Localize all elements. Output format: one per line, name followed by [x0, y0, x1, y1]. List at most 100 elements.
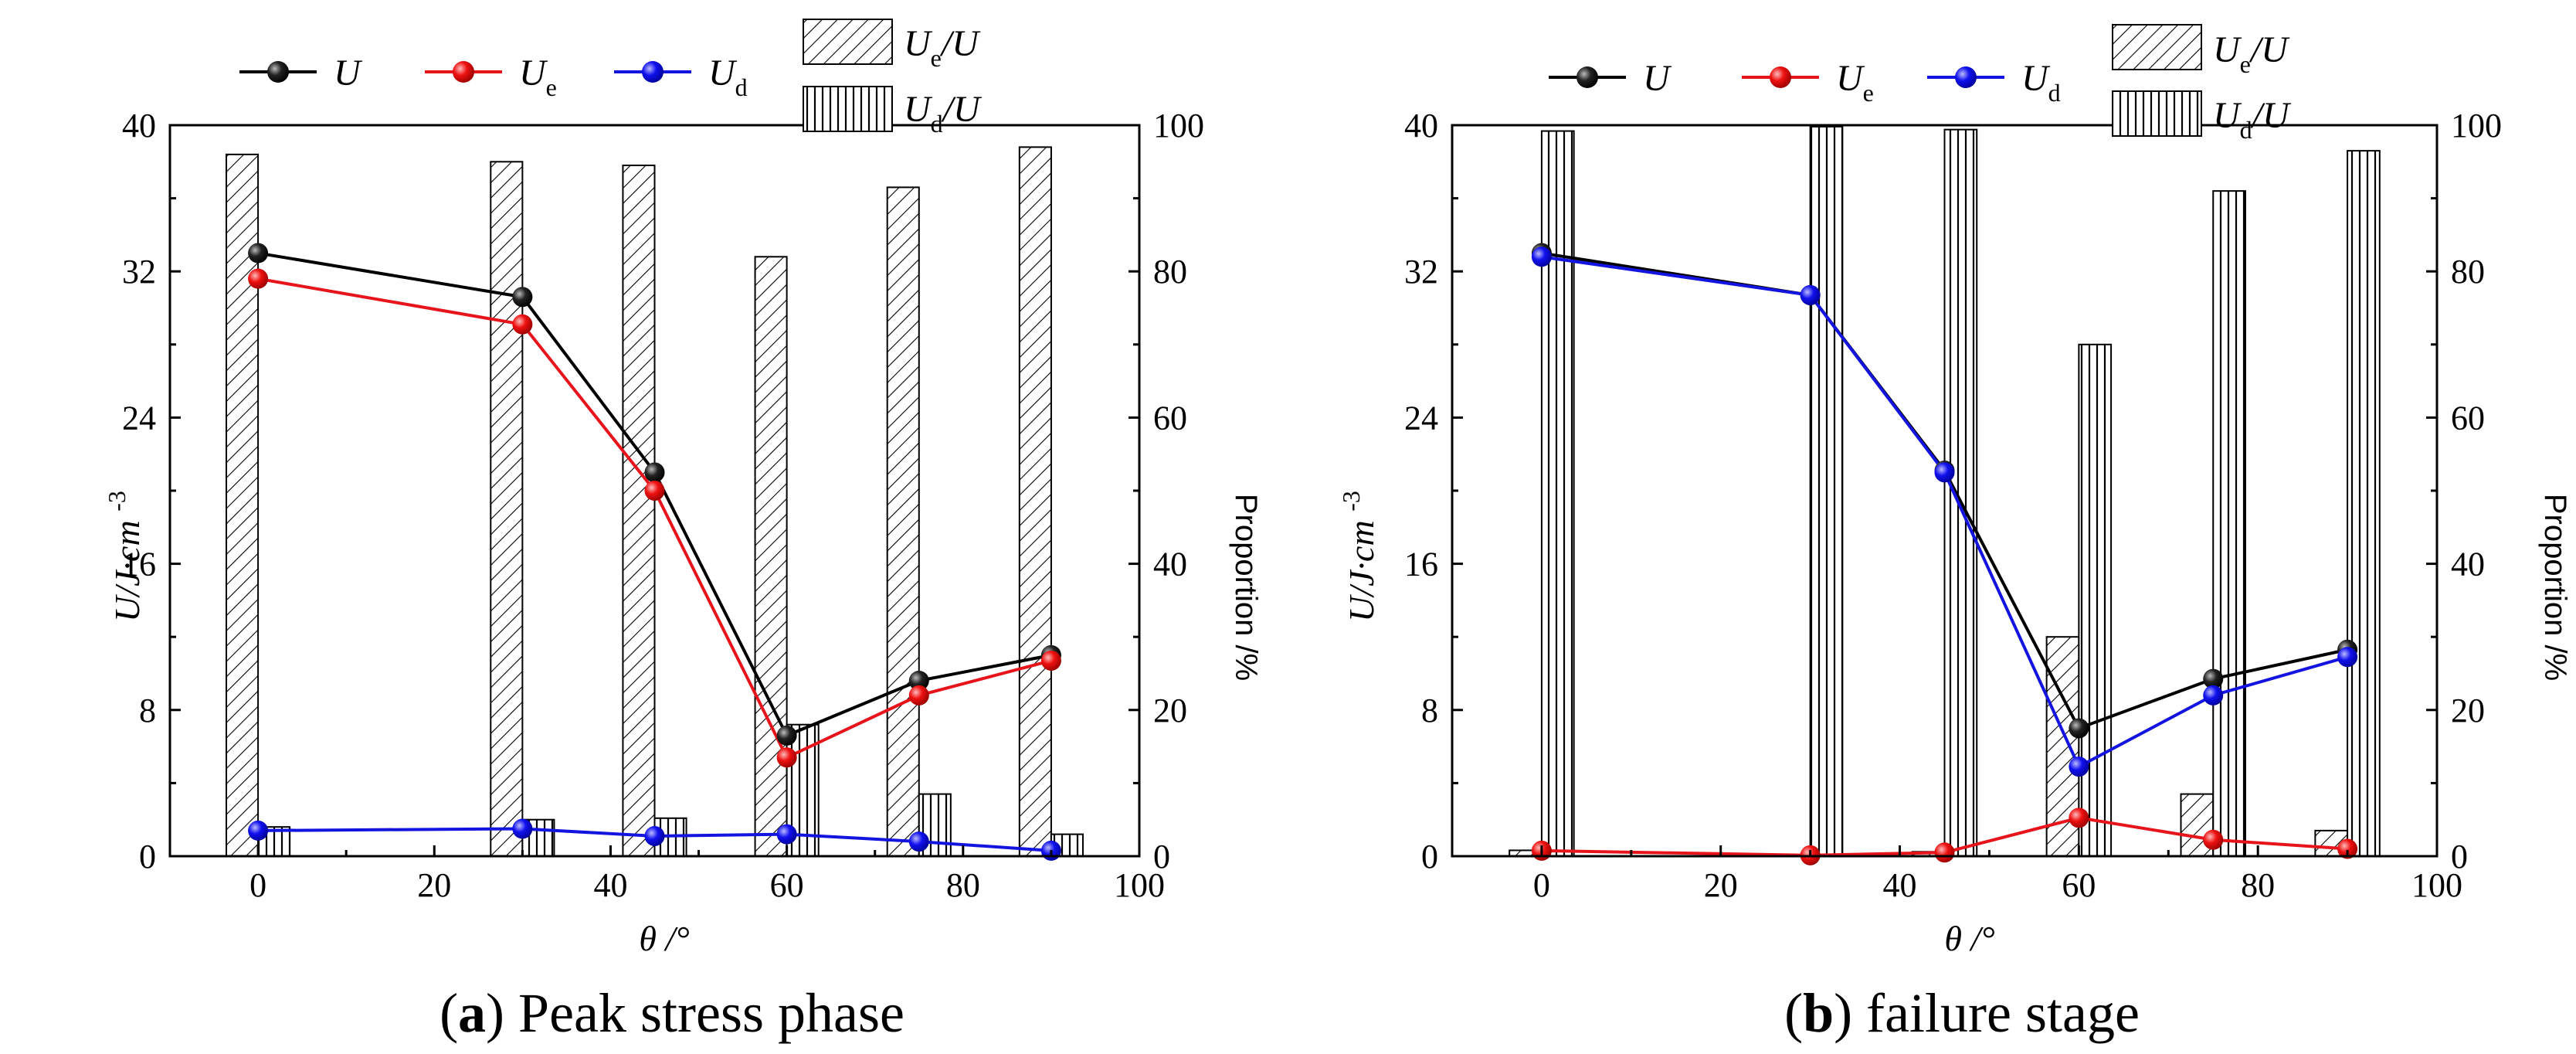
panel-b-ytick-right-label: 20 — [2451, 692, 2485, 729]
panel-b-ylabel-right: Proportion /% — [2538, 494, 2572, 681]
panel-b-bar-UdU-60 — [2078, 343, 2113, 857]
legend-marker-Ud — [642, 61, 664, 83]
panel-b-lines — [1531, 243, 2358, 865]
panel-a-caption: (a) Peak stress phase — [440, 982, 904, 1044]
panel-a-ytick-right-label: 40 — [1153, 546, 1187, 583]
panel-a-ytick-left-label: 0 — [139, 838, 156, 876]
panel-a-ytick-right-label: 80 — [1153, 253, 1187, 291]
legend-label-Ud: Ud — [708, 53, 748, 101]
panel-b-point-Ue-75 — [2203, 829, 2224, 850]
legend-marker-Ue — [453, 61, 474, 83]
panel-b-bar-UdU-75 — [2212, 190, 2246, 857]
panel-a-xtick-label: 20 — [417, 866, 451, 904]
panel-a-ytick-right-label: 60 — [1153, 399, 1187, 437]
panel-a-point-U-45 — [644, 462, 665, 483]
legend-label-UdU: Ud/U — [2213, 95, 2292, 144]
panel-a-point-U-75 — [908, 670, 929, 691]
panel-a-ytick-left-label: 32 — [122, 253, 156, 291]
panel-b-bar-UdU-30 — [1809, 125, 1844, 857]
panel-a-point-Ud-75 — [908, 831, 929, 852]
legend-item-Ue: Ue — [1742, 58, 1874, 107]
legend-marker-U — [1576, 66, 1598, 88]
panel-a-point-Ue-30 — [512, 314, 533, 335]
legend-swatch-UdU — [803, 86, 893, 132]
panel-a-point-U-30 — [512, 287, 533, 308]
panel-b-bar-UdU-0 — [1540, 130, 1575, 857]
panel-a-point-Ue-90 — [1040, 650, 1061, 671]
panel-b-bars — [1509, 125, 2381, 858]
panel-a-point-Ue-0 — [248, 268, 269, 289]
legend-label-UeU: Ue/U — [904, 23, 981, 72]
panel-a-point-Ue-75 — [908, 685, 929, 706]
panel-a-lines — [248, 243, 1061, 861]
panel-b-point-U-60 — [2069, 718, 2089, 739]
panel-b-point-Ud-75 — [2203, 685, 2224, 706]
panel-b-bar-UdU-45 — [1943, 128, 1978, 857]
panel-b-point-Ue-45 — [1934, 842, 1955, 863]
panel-a-legend: U Ue Ud Ue/U Ud/U — [239, 19, 983, 138]
panel-b-ytick-left-label: 0 — [1421, 838, 1438, 876]
panel-a-xlabel: θ /° — [639, 919, 689, 958]
legend-label-U: U — [334, 53, 363, 94]
panel-b-point-Ud-90 — [2337, 647, 2358, 668]
panel-a-point-Ue-60 — [776, 747, 797, 768]
panel-b-ytick-right-label: 40 — [2451, 546, 2485, 583]
panel-b-point-U-75 — [2203, 668, 2224, 689]
panel-a-line-Ud — [258, 827, 1052, 852]
panel-b-xtick-label: 40 — [1883, 866, 1917, 904]
panel-b-point-Ud-60 — [2069, 756, 2089, 777]
panel-a-ytick-right-label: 100 — [1153, 107, 1204, 144]
legend-label-UeU: Ue/U — [2213, 29, 2290, 78]
legend-item-UdU: Ud/U — [2112, 90, 2292, 144]
panel-b-legend: U Ue Ud Ue/U Ud/U — [1549, 24, 2292, 144]
legend-label-Ud: Ud — [2021, 58, 2061, 107]
legend-label-U: U — [1643, 58, 1672, 99]
panel-a-point-Ud-60 — [776, 824, 797, 845]
panel-a-xtick-label: 100 — [1114, 866, 1165, 904]
panel-a-point-Ud-45 — [644, 825, 665, 846]
panel-a-ylabel-left: U/J·cm -3 — [103, 491, 147, 622]
panel-a-xtick-label: 60 — [770, 866, 804, 904]
panel-b-xtick-label: 0 — [1533, 866, 1550, 904]
panel-b-caption: (b) failure stage — [1784, 982, 2140, 1044]
legend-item-UeU: Ue/U — [803, 19, 981, 72]
legend-marker-Ue — [1770, 66, 1791, 88]
panel-b-xtick-label: 20 — [1704, 866, 1738, 904]
panel-a-point-Ud-30 — [512, 818, 533, 839]
panel-b-ylabel-left: U/J·cm -3 — [1337, 491, 1381, 622]
panel-b-point-Ud-45 — [1934, 462, 1955, 483]
legend-marker-U — [267, 61, 289, 83]
legend-item-Ue: Ue — [425, 53, 557, 101]
panel-b-point-Ue-60 — [2069, 808, 2089, 828]
legend-swatch-UeU — [2112, 24, 2202, 70]
legend-marker-Ud — [1955, 66, 1977, 88]
panel-a-line-Ue — [257, 277, 1052, 760]
legend-item-Ud: Ud — [614, 53, 748, 101]
panel-a-point-U-0 — [248, 243, 269, 264]
panel-a-bar-UeU-90 — [1018, 146, 1052, 857]
legend-item-UeU: Ue/U — [2112, 24, 2290, 78]
panel-b-ytick-left-label: 8 — [1421, 692, 1438, 729]
panel-b-line-Ud — [1541, 255, 2348, 769]
panel-b-line-Ue — [1541, 816, 2348, 857]
panel-b-ytick-right-label: 60 — [2451, 399, 2485, 437]
panel-a-ylabel-right: Proportion /% — [1229, 494, 1263, 681]
panel-b-ytick-left-label: 24 — [1404, 399, 1438, 437]
panel-b-point-Ue-90 — [2337, 838, 2358, 859]
panel-b-bar-UdU-90 — [2347, 150, 2381, 858]
legend-swatch-UeU — [803, 19, 893, 65]
panel-b-ytick-left-label: 40 — [1404, 107, 1438, 144]
legend-item-Ud: Ud — [1927, 58, 2061, 107]
panel-a-xtick-label: 80 — [946, 866, 980, 904]
panel-a-ytick-left-label: 24 — [122, 399, 156, 437]
panel-a-ytick-right-label: 0 — [1153, 838, 1170, 876]
legend-label-Ue: Ue — [1836, 58, 1874, 107]
panel-a-bars — [226, 146, 1084, 858]
panel-b-point-Ud-0 — [1531, 246, 1552, 267]
panel-b-xtick-label: 100 — [2411, 866, 2462, 904]
panel-a-ytick-right-label: 20 — [1153, 692, 1187, 729]
